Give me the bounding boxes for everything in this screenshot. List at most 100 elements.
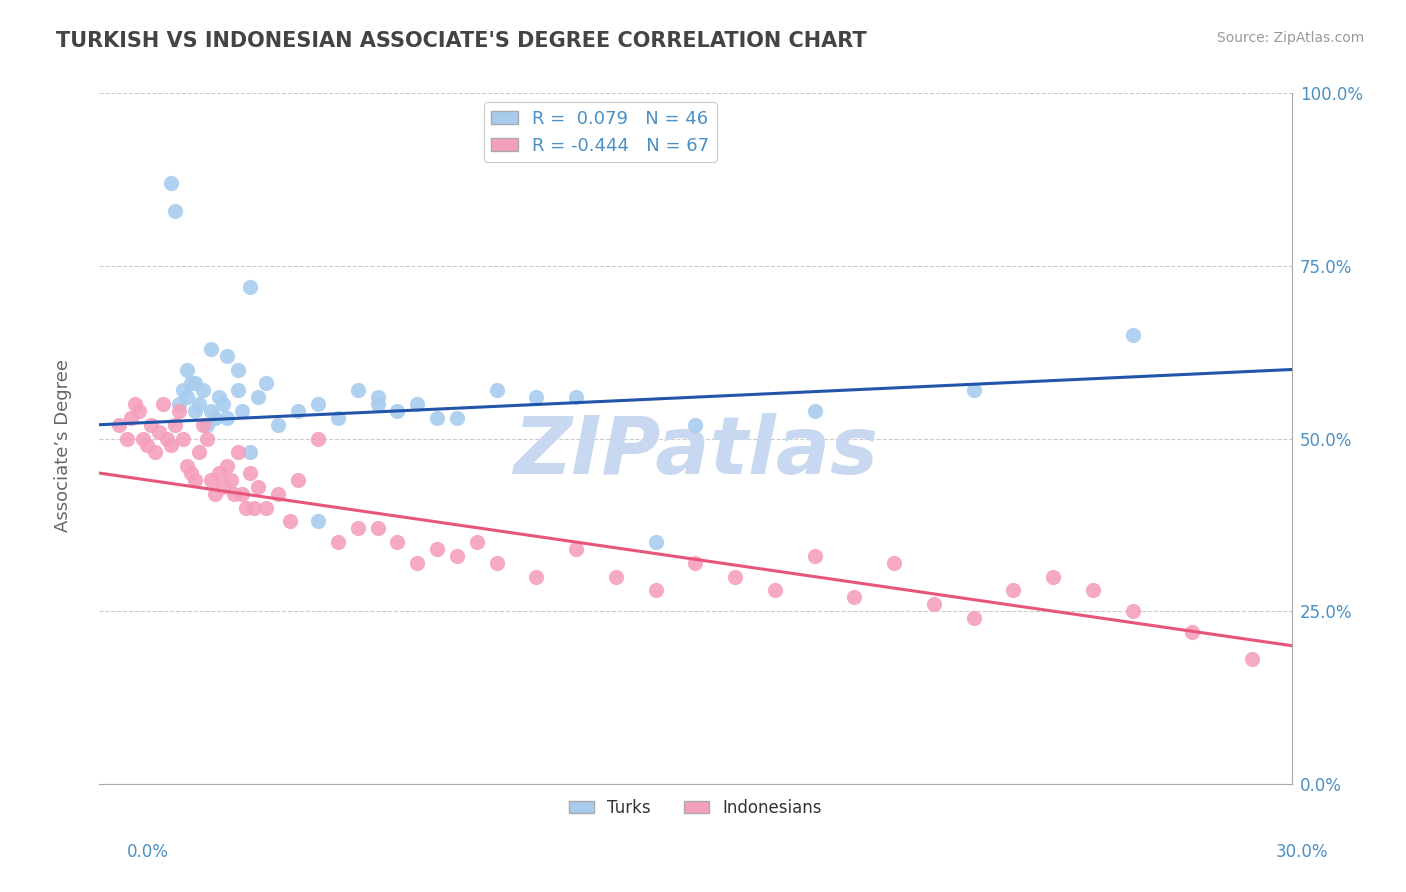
- Point: [922, 597, 945, 611]
- Point: [139, 417, 162, 432]
- Point: [844, 591, 866, 605]
- Point: [195, 417, 218, 432]
- Point: [644, 583, 666, 598]
- Point: [204, 487, 226, 501]
- Point: [108, 417, 131, 432]
- Point: [485, 556, 508, 570]
- Point: [228, 362, 250, 376]
- Point: [1042, 569, 1064, 583]
- Point: [211, 397, 233, 411]
- Point: [172, 383, 194, 397]
- Point: [200, 342, 222, 356]
- Point: [228, 383, 250, 397]
- Point: [307, 397, 329, 411]
- Point: [1122, 604, 1144, 618]
- Point: [962, 611, 984, 625]
- Point: [465, 535, 488, 549]
- Point: [346, 383, 368, 397]
- Point: [180, 376, 202, 391]
- Point: [254, 500, 277, 515]
- Point: [148, 425, 170, 439]
- Point: [763, 583, 786, 598]
- Point: [195, 432, 218, 446]
- Point: [1240, 652, 1263, 666]
- Point: [167, 397, 190, 411]
- Text: 30.0%: 30.0%: [1277, 843, 1329, 861]
- Point: [228, 445, 250, 459]
- Point: [526, 569, 548, 583]
- Point: [346, 521, 368, 535]
- Point: [219, 473, 242, 487]
- Point: [160, 438, 183, 452]
- Point: [367, 521, 389, 535]
- Point: [231, 404, 253, 418]
- Point: [1122, 328, 1144, 343]
- Point: [267, 487, 290, 501]
- Point: [124, 397, 146, 411]
- Point: [211, 480, 233, 494]
- Point: [184, 473, 207, 487]
- Point: [406, 397, 429, 411]
- Point: [231, 487, 253, 501]
- Point: [247, 480, 270, 494]
- Point: [152, 397, 174, 411]
- Point: [156, 432, 179, 446]
- Point: [685, 417, 707, 432]
- Point: [180, 466, 202, 480]
- Point: [1081, 583, 1104, 598]
- Point: [426, 541, 449, 556]
- Point: [278, 515, 301, 529]
- Point: [207, 466, 229, 480]
- Point: [326, 410, 349, 425]
- Point: [267, 417, 290, 432]
- Point: [605, 569, 627, 583]
- Point: [128, 404, 150, 418]
- Point: [115, 432, 138, 446]
- Text: Source: ZipAtlas.com: Source: ZipAtlas.com: [1216, 31, 1364, 45]
- Point: [200, 473, 222, 487]
- Point: [215, 410, 238, 425]
- Point: [485, 383, 508, 397]
- Point: [446, 549, 468, 563]
- Point: [406, 556, 429, 570]
- Point: [176, 362, 198, 376]
- Point: [803, 549, 825, 563]
- Point: [224, 487, 246, 501]
- Point: [287, 473, 309, 487]
- Point: [287, 404, 309, 418]
- Text: ZIPatlas: ZIPatlas: [513, 413, 877, 491]
- Point: [187, 445, 209, 459]
- Point: [184, 376, 207, 391]
- Point: [184, 404, 207, 418]
- Point: [724, 569, 747, 583]
- Point: [565, 390, 588, 404]
- Point: [644, 535, 666, 549]
- Point: [685, 556, 707, 570]
- Point: [204, 410, 226, 425]
- Point: [120, 410, 142, 425]
- Point: [160, 176, 183, 190]
- Point: [136, 438, 159, 452]
- Point: [167, 404, 190, 418]
- Point: [143, 445, 166, 459]
- Point: [163, 417, 186, 432]
- Point: [387, 404, 409, 418]
- Point: [1181, 624, 1204, 639]
- Point: [239, 445, 262, 459]
- Point: [187, 397, 209, 411]
- Point: [191, 383, 214, 397]
- Point: [247, 390, 270, 404]
- Point: [803, 404, 825, 418]
- Point: [526, 390, 548, 404]
- Point: [239, 466, 262, 480]
- Point: [326, 535, 349, 549]
- Point: [207, 390, 229, 404]
- Point: [565, 541, 588, 556]
- Point: [239, 279, 262, 293]
- Point: [215, 349, 238, 363]
- Point: [163, 203, 186, 218]
- Point: [215, 459, 238, 474]
- Point: [962, 383, 984, 397]
- Point: [132, 432, 155, 446]
- Point: [367, 397, 389, 411]
